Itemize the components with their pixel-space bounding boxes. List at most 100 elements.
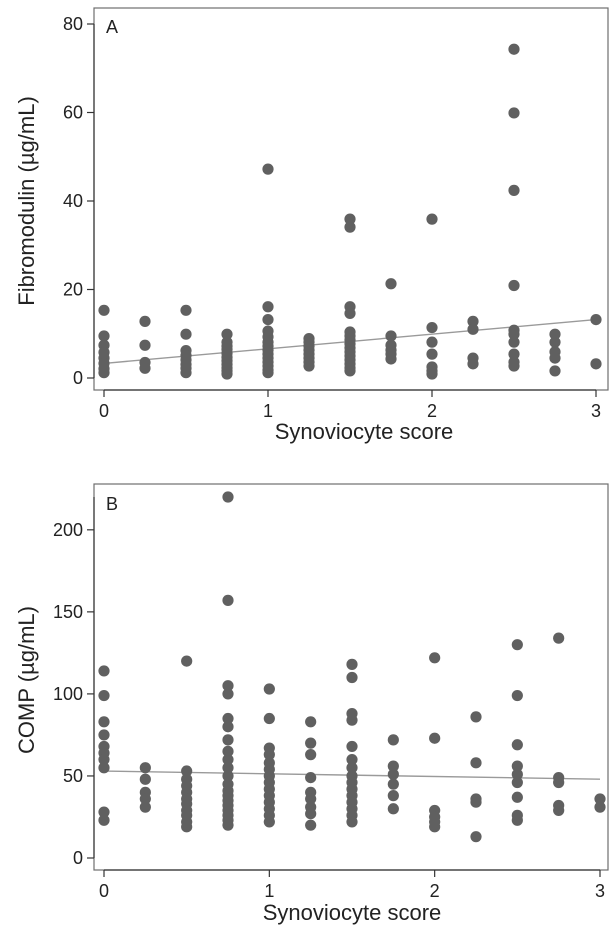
panel-a-data-point: [98, 330, 110, 342]
panel-b-data-point: [511, 739, 523, 751]
panel-a-x-ticks: 0 1 2 3: [99, 390, 601, 421]
panel-a-data-point: [426, 336, 438, 348]
panel-a-data-point: [139, 339, 151, 351]
panel-b-data-point: [305, 749, 317, 761]
panel-b-data-point: [305, 793, 317, 805]
panel-b-data-point: [470, 757, 482, 769]
panel-b-data-point: [346, 762, 358, 774]
panel-b-data-point: [346, 714, 358, 726]
panel-a-y-tick-label: 0: [73, 368, 83, 388]
panel-b-data-point: [511, 776, 523, 789]
panel-b-data-point: [594, 801, 606, 813]
panel-a-data-point: [508, 336, 520, 348]
panel-b-data-point: [181, 765, 193, 777]
panel-b-data-point: [346, 816, 358, 828]
panel-a-data-point: [590, 313, 602, 326]
panel-a-data-point: [139, 315, 151, 327]
panel-b-x-tick-label: 3: [595, 881, 605, 901]
panel-a-data-point: [344, 365, 356, 377]
panel-b-data-point: [387, 778, 399, 790]
panel-b-data-point: [98, 689, 110, 702]
panel-a-data-point: [385, 278, 397, 290]
panel-a-data-point: [221, 368, 233, 380]
panel-a-label: A: [106, 17, 118, 37]
panel-a-data-point: [508, 360, 520, 372]
panel-b-data-point: [222, 680, 234, 692]
panel-a-data-point: [508, 184, 520, 196]
panel-b-data-point: [222, 770, 234, 782]
panel-a-x-label: Synoviocyte score: [275, 419, 454, 444]
panel-b-data-point: [346, 671, 358, 684]
panel-b-data-point: [387, 734, 399, 746]
panel-a-data-point: [549, 365, 561, 377]
panel-b-label: B: [106, 494, 118, 514]
panel-b-data-point: [305, 771, 317, 784]
panel-b-data-point: [511, 689, 523, 702]
panel-b-data-point: [387, 768, 399, 780]
panel-a-data-point: [508, 348, 520, 360]
panel-b-points: [98, 491, 606, 843]
panel-b-data-point: [263, 749, 275, 761]
panel-a-data-point: [180, 328, 192, 340]
panel-b-data-point: [98, 762, 110, 774]
panel-b-data-point: [222, 712, 234, 725]
panel-a-data-point: [549, 336, 561, 348]
panel-a-data-point: [426, 348, 438, 360]
panel-b-data-point: [222, 688, 234, 700]
panel-a-x-tick-label: 3: [591, 401, 601, 421]
panel-a-data-point: [344, 221, 356, 233]
panel-a-data-point: [426, 321, 438, 334]
panel-b-y-tick-label: 0: [73, 848, 83, 868]
panel-a-data-point: [180, 367, 192, 379]
panel-b-data-point: [98, 753, 110, 766]
panel-a-data-point: [508, 43, 520, 55]
panel-a-data-point: [508, 107, 520, 119]
panel-b-x-label: Synoviocyte score: [263, 900, 442, 925]
panel-b-data-point: [429, 732, 441, 744]
panel-b-data-point: [470, 831, 482, 843]
panel-a-data-point: [98, 304, 110, 316]
panel-b-data-point: [511, 760, 523, 772]
panel-b-x-tick-label: 0: [99, 881, 109, 901]
panel-a-data-point: [467, 358, 479, 370]
panel-b-data-point: [305, 819, 317, 831]
panel-a-y-ticks: 0 20 40 60 80: [63, 14, 94, 388]
panel-b-data-point: [139, 801, 151, 813]
panel-b-x-ticks: 0 1 2 3: [99, 870, 605, 901]
panel-a-data-point: [385, 330, 397, 342]
panel-b-data-point: [387, 790, 399, 802]
panel-a-data-point: [508, 279, 520, 292]
panel-b-data-point: [263, 816, 275, 828]
panel-a-data-point: [221, 328, 233, 340]
panel-b-data-point: [470, 796, 482, 808]
panel-b-data-point: [429, 821, 441, 833]
panel-b-data-point: [511, 639, 523, 651]
panel-b-data-point: [553, 632, 565, 644]
panel-b-data-point: [511, 814, 523, 826]
panel-b-y-ticks: 0 50 100 150 200: [53, 520, 94, 868]
panel-b-data-point: [222, 721, 234, 733]
panel-b-data-point: [429, 652, 441, 664]
panel-b-y-tick-label: 150: [53, 602, 83, 622]
panel-b-data-point: [98, 665, 110, 677]
panel-b-data-point: [346, 658, 358, 670]
panel-b-data-point: [387, 803, 399, 815]
panel-b-data-point: [139, 773, 151, 785]
panel-b-data-point: [263, 683, 275, 695]
panel-b-data-point: [222, 745, 234, 757]
panel-a-data-point: [590, 358, 602, 370]
panel-a-y-label: Fibromodulin (µg/mL): [14, 96, 39, 306]
panel-a-data-point: [426, 213, 438, 225]
panel-a-points: [98, 43, 602, 380]
panel-b-data-point: [222, 819, 234, 831]
panel-a-data-point: [344, 213, 356, 225]
panel-b-data-point: [222, 734, 234, 746]
panel-a-data-point: [467, 315, 479, 327]
panel-b-y-tick-label: 100: [53, 684, 83, 704]
panel-a-data-point: [262, 163, 274, 175]
panel-b-data-point: [98, 814, 110, 826]
panel-b: B 0 50 100 150 200 0 1 2 3 Synoviocyte score CO…: [14, 483, 609, 925]
panel-b-data-point: [222, 594, 234, 606]
panel-a-data-point: [549, 352, 561, 364]
